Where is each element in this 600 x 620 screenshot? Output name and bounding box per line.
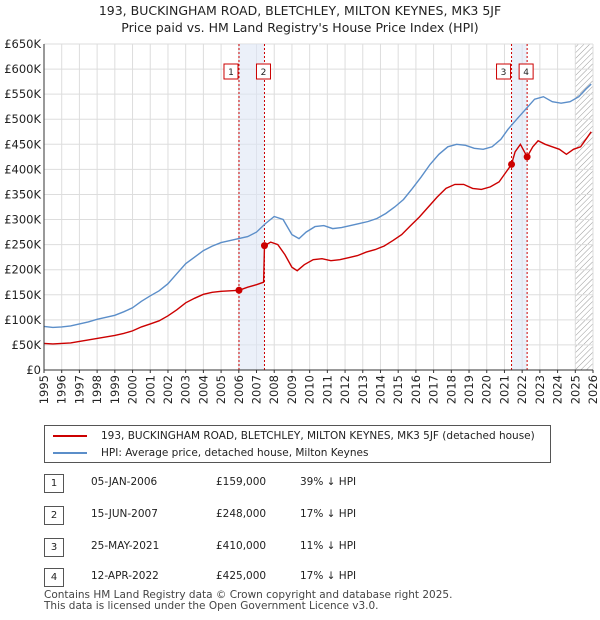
x-tick-label: 2011 <box>320 375 334 404</box>
transaction-hpi-diff: 11% ↓ HPI <box>300 540 357 552</box>
property-price-line <box>43 131 592 345</box>
x-tick-label: 2026 <box>586 375 600 404</box>
x-tick-label: 2013 <box>356 375 370 404</box>
x-tick-label: 2025 <box>568 375 582 404</box>
x-tick-label: 2008 <box>267 375 281 404</box>
y-tick-label: £0 <box>26 363 41 377</box>
transaction-number-badge: 4 <box>44 568 64 587</box>
x-tick-label: 2024 <box>551 375 565 404</box>
transaction-number-badge: 3 <box>44 538 64 557</box>
footer-licence: This data is licensed under the Open Gov… <box>44 600 379 612</box>
x-tick-label: 1997 <box>72 375 86 404</box>
transaction-marker <box>508 160 516 168</box>
transaction-price: £159,000 <box>216 476 267 488</box>
y-tick-label: £150K <box>4 288 41 302</box>
forecast-hatch-region <box>575 44 593 370</box>
x-tick-label: 2019 <box>462 375 476 404</box>
y-tick-label: £50K <box>12 338 42 352</box>
x-tick-label: 2014 <box>373 375 387 404</box>
transaction-label-box <box>518 63 534 80</box>
x-tick-label: 2005 <box>214 375 228 404</box>
transaction-number-badge: 2 <box>44 506 64 525</box>
x-tick-label: 2015 <box>391 375 405 404</box>
y-tick-label: £300K <box>4 213 41 227</box>
y-tick-label: £550K <box>4 87 41 101</box>
chart-subtitle: Price paid vs. HM Land Registry's House … <box>121 20 479 35</box>
legend-label-property: 193, BUCKINGHAM ROAD, BLETCHLEY, MILTON … <box>101 430 535 442</box>
footer-attribution: Contains HM Land Registry data © Crown c… <box>44 590 452 612</box>
chart-title: 193, BUCKINGHAM ROAD, BLETCHLEY, MILTON … <box>98 3 502 18</box>
legend-item-hpi: HPI: Average price, detached house, Milt… <box>53 445 368 461</box>
transaction-label: 4 <box>523 68 529 78</box>
y-tick-label: £250K <box>4 238 41 252</box>
x-tick-label: 2001 <box>143 375 157 404</box>
transaction-number-badge: 1 <box>44 474 64 493</box>
x-tick-label: 2006 <box>232 375 246 404</box>
y-tick-label: £500K <box>4 112 41 126</box>
transaction-date: 12-APR-2022 <box>91 570 159 582</box>
transaction-hpi-diff: 17% ↓ HPI <box>300 570 357 582</box>
chart-legend: 193, BUCKINGHAM ROAD, BLETCHLEY, MILTON … <box>44 425 551 463</box>
table-row: 3 25-MAY-2021 £410,000 11% ↓ HPI <box>44 538 444 558</box>
y-tick-label: £200K <box>4 263 41 277</box>
x-tick-label: 2022 <box>515 375 529 404</box>
transaction-date: 05-JAN-2006 <box>91 476 158 488</box>
x-tick-label: 2020 <box>480 375 494 404</box>
ownership-shade <box>238 44 265 370</box>
ownership-shade <box>511 44 528 370</box>
x-tick-label: 2002 <box>161 375 175 404</box>
x-tick-label: 1996 <box>55 375 69 404</box>
legend-label-hpi: HPI: Average price, detached house, Milt… <box>101 447 369 459</box>
price-chart: 1 2 3 4 £0 £50K £100K £150K £200K £250K £300K £350… <box>4 37 600 404</box>
x-tick-label: 2000 <box>126 375 140 404</box>
transaction-price: £410,000 <box>216 540 267 552</box>
table-row: 4 12-APR-2022 £425,000 17% ↓ HPI <box>44 568 444 588</box>
x-tick-label: 2017 <box>427 375 441 404</box>
transaction-label: 3 <box>501 68 507 78</box>
x-tick-label: 1999 <box>108 375 122 404</box>
legend-item-property: 193, BUCKINGHAM ROAD, BLETCHLEY, MILTON … <box>53 428 535 444</box>
transaction-label-box <box>223 63 239 80</box>
transaction-marker <box>523 153 531 161</box>
transaction-hpi-diff: 17% ↓ HPI <box>300 508 357 520</box>
table-row: 2 15-JUN-2007 £248,000 17% ↓ HPI <box>44 506 444 526</box>
x-tick-label: 2016 <box>409 375 423 404</box>
table-row: 1 05-JAN-2006 £159,000 39% ↓ HPI <box>44 474 444 494</box>
plot-area <box>44 44 593 370</box>
y-tick-label: £350K <box>4 187 41 201</box>
legend-swatch-red <box>53 435 87 437</box>
y-tick-label: £400K <box>4 162 41 176</box>
y-tick-label: £450K <box>4 137 41 151</box>
transaction-label-box <box>255 63 271 80</box>
footer-copyright: Contains HM Land Registry data © Crown c… <box>44 589 453 601</box>
x-tick-label: 2018 <box>444 375 458 404</box>
transaction-price: £425,000 <box>216 570 267 582</box>
transaction-label: 1 <box>228 68 234 78</box>
transaction-marker <box>235 286 243 294</box>
x-tick-label: 2010 <box>303 375 317 404</box>
transaction-price: £248,000 <box>216 508 267 520</box>
y-tick-label: £100K <box>4 313 41 327</box>
transaction-date: 25-MAY-2021 <box>91 540 160 552</box>
x-tick-label: 2012 <box>338 375 352 404</box>
x-tick-label: 2023 <box>533 375 547 404</box>
transaction-label-box <box>496 63 512 80</box>
x-tick-label: 1995 <box>37 375 51 404</box>
transaction-date: 15-JUN-2007 <box>91 508 158 520</box>
x-tick-label: 2009 <box>285 375 299 404</box>
transaction-marker <box>260 242 268 250</box>
legend-swatch-blue <box>53 452 87 454</box>
y-tick-label: £650K <box>4 37 41 51</box>
x-tick-label: 1998 <box>90 375 104 404</box>
x-tick-label: 2021 <box>497 375 511 404</box>
x-tick-label: 2007 <box>250 375 264 404</box>
x-tick-label: 2003 <box>179 375 193 404</box>
y-tick-label: £600K <box>4 62 41 76</box>
hpi-line <box>43 83 592 329</box>
transaction-hpi-diff: 39% ↓ HPI <box>300 476 357 488</box>
transaction-label: 2 <box>261 68 267 78</box>
x-tick-label: 2004 <box>196 375 210 404</box>
